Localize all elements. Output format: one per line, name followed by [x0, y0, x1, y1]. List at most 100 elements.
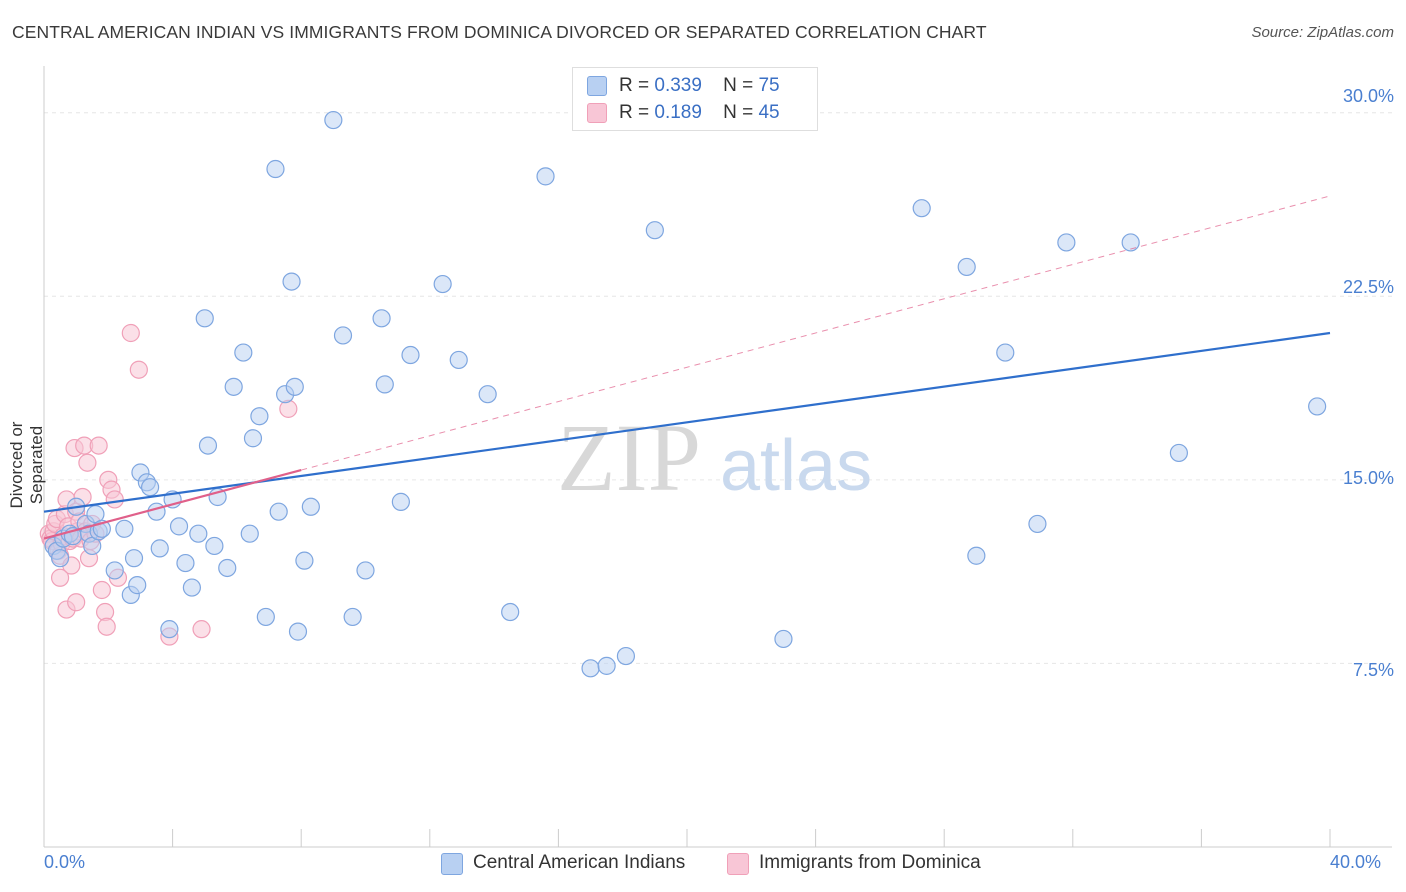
data-point-central-american-indian [218, 558, 237, 578]
data-point-central-american-indian [616, 646, 636, 666]
data-point-central-american-indian [1057, 233, 1076, 252]
data-point-central-american-indian [1308, 397, 1327, 416]
data-point-central-american-indian [774, 629, 793, 649]
data-point-central-american-indian [240, 524, 259, 543]
data-point-dominica [105, 490, 124, 509]
x-tick-label-40: 40.0% [1330, 852, 1382, 872]
data-point-central-american-indian [501, 602, 520, 622]
data-point-central-american-indian [150, 539, 169, 558]
data-point-central-american-indian [1028, 514, 1047, 534]
data-point-central-american-indian [124, 549, 144, 568]
data-point-central-american-indian [224, 377, 243, 396]
chart-title: CENTRAL AMERICAN INDIAN VS IMMIGRANTS FR… [12, 22, 987, 42]
x-tick-label-0: 0.0% [44, 852, 86, 872]
series-central-american-indian-points [44, 110, 1327, 678]
source-label: Source: ZipAtlas.com [1251, 24, 1394, 41]
legend-swatch-blue [587, 76, 607, 96]
data-point-central-american-indian [169, 517, 189, 536]
legend-n-label: N = [723, 75, 754, 96]
data-point-central-american-indian [449, 350, 468, 370]
data-point-central-american-indian [597, 656, 616, 675]
data-point-central-american-indian [581, 659, 600, 678]
data-point-central-american-indian [1121, 233, 1140, 252]
legend-n-value: 75 [758, 75, 780, 96]
legend-swatch-pink [587, 103, 607, 123]
y-tick-label-7-5: 7.5% [1352, 660, 1394, 680]
data-point-central-american-indian [266, 159, 285, 179]
data-point-central-american-indian [140, 478, 160, 497]
data-point-central-american-indian [645, 221, 664, 240]
trend-lines [43, 195, 1331, 540]
data-point-central-american-indian [957, 257, 976, 277]
data-point-central-american-indian [356, 561, 375, 580]
legend-n-value: 45 [758, 102, 780, 123]
data-point-dominica [92, 580, 111, 600]
y-tick-label-30: 30.0% [1342, 86, 1394, 106]
data-point-dominica [89, 436, 108, 455]
data-point-central-american-indian [433, 274, 452, 294]
data-point-central-american-indian [1169, 443, 1188, 463]
bottom-legend-swatch-pink [727, 853, 749, 875]
data-point-central-american-indian [115, 519, 134, 538]
data-point-central-american-indian [282, 272, 301, 291]
data-point-dominica [50, 568, 70, 587]
data-point-central-american-indian [128, 576, 147, 595]
trend-line-dominica [43, 469, 302, 540]
data-point-dominica [279, 399, 298, 418]
legend-r-label: R = [619, 75, 650, 96]
data-point-dominica [121, 323, 140, 343]
data-point-central-american-indian [256, 607, 275, 627]
data-point-central-american-indian [176, 553, 195, 573]
data-point-central-american-indian [182, 578, 201, 597]
y-tick-label-15: 15.0% [1342, 468, 1394, 488]
data-point-central-american-indian [333, 326, 353, 345]
data-point-central-american-indian [105, 561, 124, 580]
data-point-central-american-indian [50, 549, 70, 568]
series-dominica-points [39, 323, 298, 646]
stats-legend: R = 0.339 N = 75 R = 0.189 N = 45 [572, 67, 818, 131]
data-point-central-american-indian [375, 375, 394, 394]
data-point-central-american-indian [391, 492, 410, 511]
data-point-dominica [67, 593, 86, 612]
data-point-central-american-indian [301, 497, 320, 516]
data-point-dominica [192, 620, 211, 639]
data-point-dominica [97, 617, 116, 636]
data-point-central-american-indian [343, 607, 362, 627]
data-point-central-american-indian [189, 524, 208, 543]
data-point-central-american-indian [288, 622, 308, 641]
trend-line-dominica-extension [301, 195, 1331, 471]
data-point-central-american-indian [478, 385, 497, 404]
data-point-central-american-indian [250, 407, 269, 426]
data-point-central-american-indian [295, 551, 314, 570]
data-point-central-american-indian [912, 199, 931, 218]
data-point-dominica [129, 360, 148, 379]
data-point-dominica [78, 453, 97, 472]
data-point-central-american-indian [372, 309, 391, 328]
data-point-central-american-indian [536, 167, 555, 186]
legend-n-label: N = [723, 102, 754, 123]
data-point-central-american-indian [234, 343, 253, 362]
gridlines [44, 112, 1392, 664]
data-point-central-american-indian [195, 309, 214, 328]
data-point-central-american-indian [205, 536, 224, 556]
legend-r-label: R = [619, 102, 650, 123]
data-point-central-american-indian [160, 620, 179, 639]
data-point-central-american-indian [198, 436, 218, 455]
bottom-legend-label: Immigrants from Dominica [759, 852, 981, 873]
data-point-central-american-indian [147, 502, 166, 521]
data-point-central-american-indian [996, 343, 1015, 362]
watermark-atlas: atlas [720, 426, 872, 506]
watermark-zip: ZIP [557, 404, 701, 511]
legend-r-value: 0.189 [654, 102, 702, 123]
axes [43, 66, 1392, 848]
data-point-central-american-indian [269, 502, 288, 521]
data-point-central-american-indian [324, 110, 343, 130]
y-tick-label-22-5: 22.5% [1342, 277, 1394, 297]
data-point-central-american-indian [243, 429, 263, 448]
data-point-central-american-indian [285, 377, 304, 396]
data-point-central-american-indian [967, 546, 986, 565]
bottom-legend-swatch-blue [441, 853, 463, 875]
data-point-central-american-indian [401, 345, 420, 365]
y-axis-label: Divorced or Separated [7, 421, 46, 509]
